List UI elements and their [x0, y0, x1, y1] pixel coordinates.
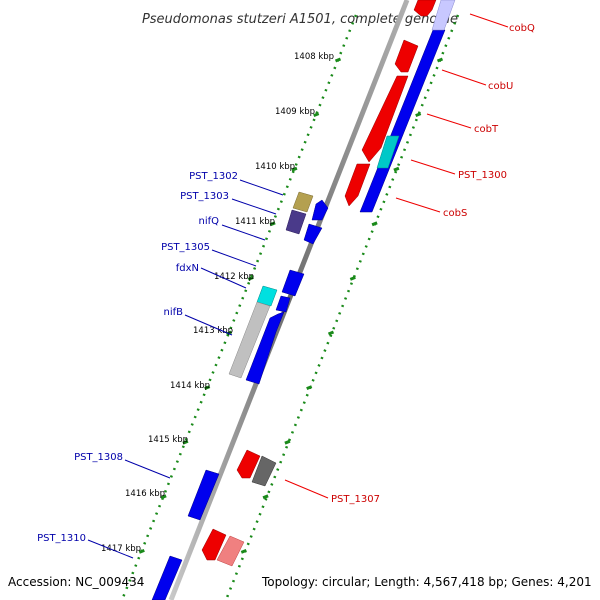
accession-text: Accession: NC_009434: [8, 575, 144, 589]
topology-text: Topology: circular; Length: 4,567,418 bp…: [261, 575, 592, 589]
label-PST_1303[interactable]: PST_1303: [180, 191, 229, 202]
gene-PST_1310[interactable]: [151, 555, 183, 600]
label-PST_1307[interactable]: PST_1307: [331, 494, 380, 505]
map-title: Pseudomonas stutzeri A1501, complete gen…: [142, 12, 458, 27]
label-cobT[interactable]: cobT: [474, 124, 499, 135]
major-tick-outer: [393, 166, 400, 172]
major-tick-outer: [349, 276, 356, 281]
major-tick-outer: [327, 330, 335, 336]
outer-tick-track: [224, 14, 460, 600]
tick-label-1411: 1411 kbp: [235, 217, 275, 227]
tick-label-1408: 1408 kbp: [294, 52, 334, 62]
gene-PST_1300[interactable]: [376, 135, 400, 169]
major-tick-inner: [225, 330, 233, 336]
major-tick-outer: [306, 385, 313, 390]
major-tick-inner: [138, 549, 145, 554]
gene-PST_1302[interactable]: [292, 191, 314, 213]
inner-tick-track: [120, 14, 358, 600]
label-nifQ[interactable]: nifQ: [198, 216, 219, 227]
callout-cobT: [426, 113, 472, 129]
major-tick-inner: [204, 385, 211, 390]
label-PST_1310[interactable]: PST_1310: [37, 533, 86, 544]
label-cobU[interactable]: cobU: [488, 81, 513, 92]
callout-nifB: [184, 314, 233, 336]
gene-cobT[interactable]: [361, 75, 409, 163]
label-fdxN[interactable]: fdxN: [176, 263, 199, 274]
callout-PST_1305: [211, 249, 257, 267]
gene-nifB-grey[interactable]: [228, 301, 271, 379]
callout-PST_1302: [239, 179, 284, 196]
tick-label-1417: 1417 kbp: [101, 544, 141, 554]
gene-cobU[interactable]: [394, 39, 419, 73]
callout-PST_1303: [231, 198, 277, 215]
gene-PST_1303[interactable]: [285, 209, 307, 235]
gene-PST_1307-a[interactable]: [236, 449, 261, 479]
label-PST_1302[interactable]: PST_1302: [189, 171, 238, 182]
major-tick-outer: [415, 112, 422, 117]
gene-PST_1307[interactable]: [251, 455, 277, 487]
label-cobQ[interactable]: cobQ: [509, 23, 535, 34]
major-tick-outer: [240, 549, 247, 554]
label-PST_1300[interactable]: PST_1300: [458, 170, 507, 181]
gene-fdxN-cyan[interactable]: [256, 285, 278, 307]
tick-label-1413: 1413 kbp: [193, 326, 233, 336]
callout-PST_1308: [124, 459, 171, 479]
label-PST_1308[interactable]: PST_1308: [74, 452, 123, 463]
callout-nifQ: [221, 224, 266, 241]
major-tick-outer: [284, 439, 291, 445]
callout-PST_1310: [87, 539, 134, 559]
gene-nifQ[interactable]: [311, 199, 329, 221]
gene-cobQ[interactable]: [413, 0, 437, 17]
tick-label-1414: 1414 kbp: [170, 381, 210, 391]
label-cobS[interactable]: cobS: [443, 208, 467, 219]
label-PST_1305[interactable]: PST_1305: [161, 242, 210, 253]
major-tick-inner: [313, 112, 320, 117]
major-tick-outer: [436, 57, 444, 63]
gene-cobS[interactable]: [344, 163, 371, 207]
tick-label-1416: 1416 kbp: [125, 489, 165, 499]
gene-PST_1305[interactable]: [303, 223, 323, 245]
major-tick-outer: [262, 494, 269, 500]
gene-nifB-main[interactable]: [245, 311, 285, 385]
major-tick-inner: [182, 439, 189, 445]
tick-label-1415: 1415 kbp: [148, 435, 188, 445]
major-ticks: [138, 57, 444, 554]
tick-label-1410: 1410 kbp: [255, 162, 295, 172]
callout-cobU: [441, 69, 487, 86]
gene-lavender[interactable]: [431, 0, 456, 31]
callout-PST_1307: [284, 479, 329, 499]
callout-PST_1300: [410, 159, 456, 175]
callout-cobS: [395, 197, 441, 213]
gene-PST_1308[interactable]: [187, 469, 220, 521]
callout-fdxN: [200, 267, 247, 289]
tick-label-1412: 1412 kbp: [214, 272, 254, 282]
major-tick-inner: [247, 276, 254, 281]
callout-cobQ: [469, 13, 509, 28]
label-nifB[interactable]: nifB: [164, 307, 184, 318]
major-tick-inner: [334, 57, 342, 63]
gene-reverse-red-lower[interactable]: [201, 528, 227, 561]
gene-reverse-pink[interactable]: [216, 535, 245, 567]
major-tick-inner: [160, 494, 167, 500]
major-tick-inner: [269, 221, 276, 227]
tick-label-1409: 1409 kbp: [275, 107, 315, 117]
gene-fdxN[interactable]: [281, 269, 305, 297]
major-tick-inner: [291, 166, 298, 172]
gene-nifB[interactable]: [275, 295, 291, 313]
major-tick-outer: [371, 221, 378, 227]
